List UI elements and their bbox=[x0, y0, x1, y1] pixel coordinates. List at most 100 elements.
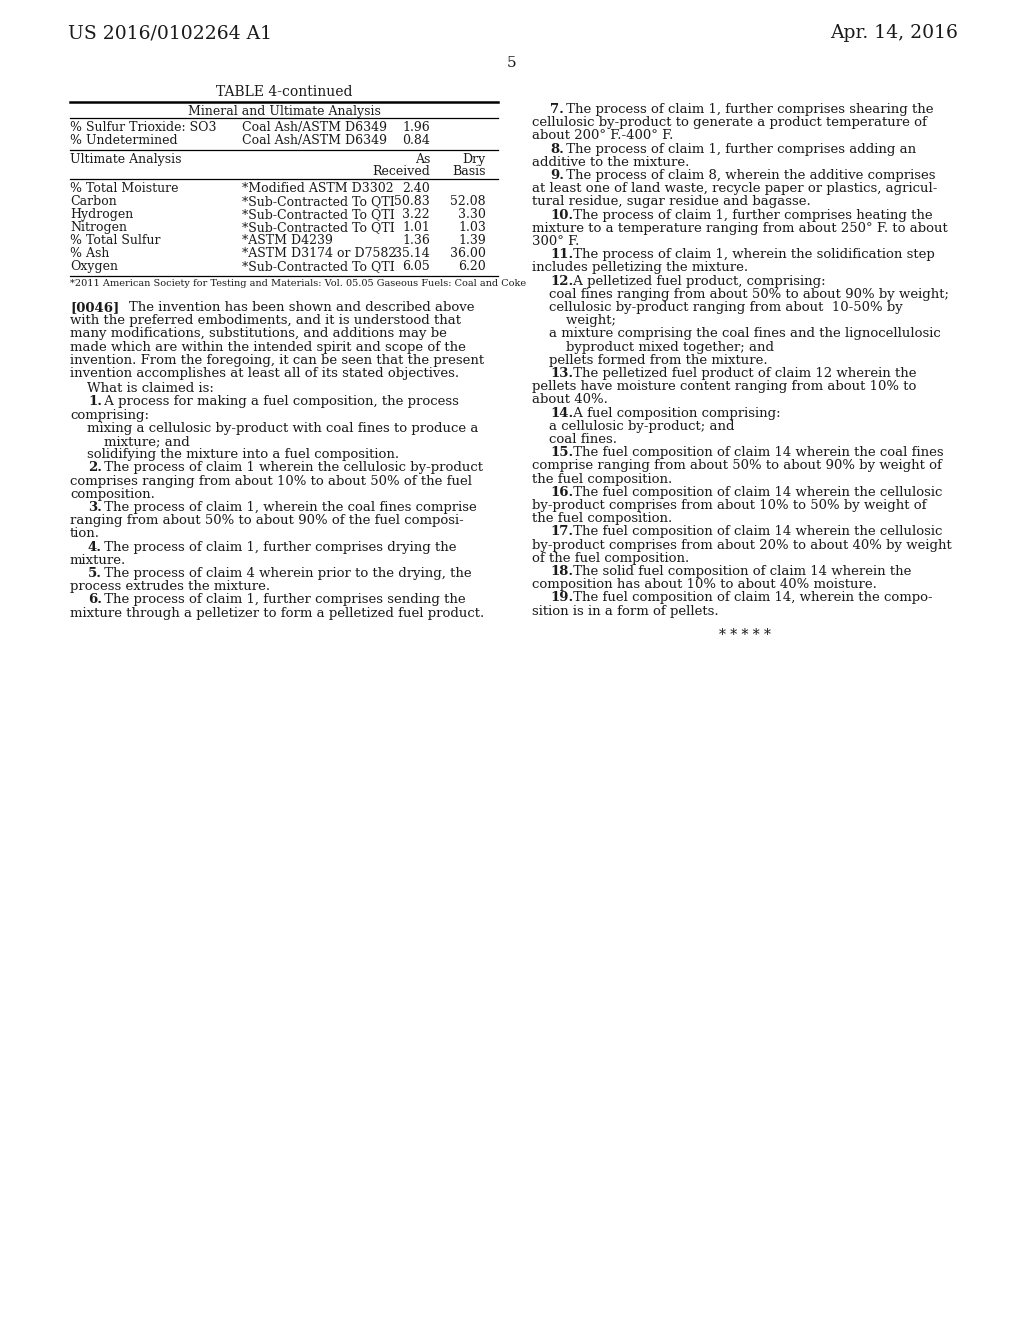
Text: *Sub-Contracted To QTI: *Sub-Contracted To QTI bbox=[242, 209, 394, 220]
Text: 4.: 4. bbox=[88, 541, 102, 553]
Text: *ASTM D4239: *ASTM D4239 bbox=[242, 234, 333, 247]
Text: The process of claim 1, further comprises heating the: The process of claim 1, further comprise… bbox=[568, 209, 932, 222]
Text: Nitrogen: Nitrogen bbox=[70, 220, 127, 234]
Text: a mixture comprising the coal fines and the lignocellulosic: a mixture comprising the coal fines and … bbox=[532, 327, 941, 341]
Text: solidifying the mixture into a fuel composition.: solidifying the mixture into a fuel comp… bbox=[70, 449, 399, 461]
Text: 1.39: 1.39 bbox=[459, 234, 486, 247]
Text: The process of claim 1, further comprises drying the: The process of claim 1, further comprise… bbox=[100, 541, 457, 553]
Text: mixture; and: mixture; and bbox=[70, 436, 189, 447]
Text: Hydrogen: Hydrogen bbox=[70, 209, 133, 220]
Text: 1.36: 1.36 bbox=[402, 234, 430, 247]
Text: 6.20: 6.20 bbox=[459, 260, 486, 273]
Text: weight;: weight; bbox=[532, 314, 616, 327]
Text: Coal Ash/ASTM D6349: Coal Ash/ASTM D6349 bbox=[242, 135, 387, 147]
Text: Basis: Basis bbox=[453, 165, 486, 178]
Text: 3.22: 3.22 bbox=[402, 209, 430, 220]
Text: comprise ranging from about 50% to about 90% by weight of: comprise ranging from about 50% to about… bbox=[532, 459, 942, 473]
Text: *2011 American Society for Testing and Materials: Vol. 05.05 Gaseous Fuels: Coal: *2011 American Society for Testing and M… bbox=[70, 279, 526, 288]
Text: The fuel composition of claim 14, wherein the compo-: The fuel composition of claim 14, wherei… bbox=[568, 591, 932, 605]
Text: cellulosic by-product to generate a product temperature of: cellulosic by-product to generate a prod… bbox=[532, 116, 927, 129]
Text: a cellulosic by-product; and: a cellulosic by-product; and bbox=[532, 420, 734, 433]
Text: additive to the mixture.: additive to the mixture. bbox=[532, 156, 689, 169]
Text: coal fines.: coal fines. bbox=[532, 433, 617, 446]
Text: [0046]: [0046] bbox=[70, 301, 119, 314]
Text: 52.08: 52.08 bbox=[451, 195, 486, 209]
Text: 2.: 2. bbox=[88, 462, 102, 474]
Text: composition.: composition. bbox=[70, 488, 155, 500]
Text: 1.96: 1.96 bbox=[402, 121, 430, 135]
Text: The pelletized fuel product of claim 12 wherein the: The pelletized fuel product of claim 12 … bbox=[568, 367, 916, 380]
Text: % Sulfur Trioxide: SO3: % Sulfur Trioxide: SO3 bbox=[70, 121, 216, 135]
Text: with the preferred embodiments, and it is understood that: with the preferred embodiments, and it i… bbox=[70, 314, 461, 327]
Text: mixture through a pelletizer to form a pelletized fuel product.: mixture through a pelletizer to form a p… bbox=[70, 607, 484, 619]
Text: 36.00: 36.00 bbox=[451, 247, 486, 260]
Text: What is claimed is:: What is claimed is: bbox=[70, 383, 214, 395]
Text: pellets formed from the mixture.: pellets formed from the mixture. bbox=[532, 354, 768, 367]
Text: Oxygen: Oxygen bbox=[70, 260, 118, 273]
Text: The process of claim 1, further comprises sending the: The process of claim 1, further comprise… bbox=[100, 594, 466, 606]
Text: 0.84: 0.84 bbox=[402, 135, 430, 147]
Text: % Undetermined: % Undetermined bbox=[70, 135, 177, 147]
Text: comprising:: comprising: bbox=[70, 409, 150, 421]
Text: by-product comprises from about 20% to about 40% by weight: by-product comprises from about 20% to a… bbox=[532, 539, 951, 552]
Text: of the fuel composition.: of the fuel composition. bbox=[532, 552, 689, 565]
Text: sition is in a form of pellets.: sition is in a form of pellets. bbox=[532, 605, 719, 618]
Text: A pelletized fuel product, comprising:: A pelletized fuel product, comprising: bbox=[568, 275, 825, 288]
Text: Coal Ash/ASTM D6349: Coal Ash/ASTM D6349 bbox=[242, 121, 387, 135]
Text: The fuel composition of claim 14 wherein the cellulosic: The fuel composition of claim 14 wherein… bbox=[568, 525, 942, 539]
Text: made which are within the intended spirit and scope of the: made which are within the intended spiri… bbox=[70, 341, 466, 354]
Text: % Ash: % Ash bbox=[70, 247, 110, 260]
Text: 7.: 7. bbox=[550, 103, 564, 116]
Text: 3.30: 3.30 bbox=[458, 209, 486, 220]
Text: comprises ranging from about 10% to about 50% of the fuel: comprises ranging from about 10% to abou… bbox=[70, 475, 472, 487]
Text: * * * * *: * * * * * bbox=[719, 628, 771, 642]
Text: tural residue, sugar residue and bagasse.: tural residue, sugar residue and bagasse… bbox=[532, 195, 811, 209]
Text: 1.01: 1.01 bbox=[402, 220, 430, 234]
Text: 3.: 3. bbox=[88, 502, 101, 513]
Text: byproduct mixed together; and: byproduct mixed together; and bbox=[532, 341, 774, 354]
Text: *Sub-Contracted To QTI: *Sub-Contracted To QTI bbox=[242, 260, 394, 273]
Text: Mineral and Ultimate Analysis: Mineral and Ultimate Analysis bbox=[187, 106, 381, 117]
Text: mixture to a temperature ranging from about 250° F. to about: mixture to a temperature ranging from ab… bbox=[532, 222, 948, 235]
Text: Carbon: Carbon bbox=[70, 195, 117, 209]
Text: 1.03: 1.03 bbox=[458, 220, 486, 234]
Text: *Sub-Contracted To QTI: *Sub-Contracted To QTI bbox=[242, 220, 394, 234]
Text: 10.: 10. bbox=[550, 209, 573, 222]
Text: tion.: tion. bbox=[70, 528, 100, 540]
Text: mixing a cellulosic by-product with coal fines to produce a: mixing a cellulosic by-product with coal… bbox=[70, 422, 478, 434]
Text: 14.: 14. bbox=[550, 407, 573, 420]
Text: The fuel composition of claim 14 wherein the coal fines: The fuel composition of claim 14 wherein… bbox=[568, 446, 943, 459]
Text: % Total Sulfur: % Total Sulfur bbox=[70, 234, 161, 247]
Text: about 200° F.-400° F.: about 200° F.-400° F. bbox=[532, 129, 674, 143]
Text: 8.: 8. bbox=[550, 143, 564, 156]
Text: mixture.: mixture. bbox=[70, 554, 126, 566]
Text: The process of claim 1, further comprises adding an: The process of claim 1, further comprise… bbox=[562, 143, 916, 156]
Text: many modifications, substitutions, and additions may be: many modifications, substitutions, and a… bbox=[70, 327, 446, 341]
Text: *ASTM D3174 or D7582: *ASTM D3174 or D7582 bbox=[242, 247, 396, 260]
Text: US 2016/0102264 A1: US 2016/0102264 A1 bbox=[68, 24, 272, 42]
Text: % Total Moisture: % Total Moisture bbox=[70, 182, 178, 195]
Text: includes pelletizing the mixture.: includes pelletizing the mixture. bbox=[532, 261, 749, 275]
Text: A process for making a fuel composition, the process: A process for making a fuel composition,… bbox=[100, 396, 460, 408]
Text: 12.: 12. bbox=[550, 275, 573, 288]
Text: the fuel composition.: the fuel composition. bbox=[532, 473, 672, 486]
Text: the fuel composition.: the fuel composition. bbox=[532, 512, 672, 525]
Text: The process of claim 1 wherein the cellulosic by-product: The process of claim 1 wherein the cellu… bbox=[100, 462, 483, 474]
Text: 16.: 16. bbox=[550, 486, 573, 499]
Text: *Sub-Contracted To QTI: *Sub-Contracted To QTI bbox=[242, 195, 394, 209]
Text: coal fines ranging from about 50% to about 90% by weight;: coal fines ranging from about 50% to abo… bbox=[532, 288, 949, 301]
Text: The invention has been shown and described above: The invention has been shown and describ… bbox=[112, 301, 474, 314]
Text: 35.14: 35.14 bbox=[394, 247, 430, 260]
Text: cellulosic by-product ranging from about  10-50% by: cellulosic by-product ranging from about… bbox=[532, 301, 903, 314]
Text: Ultimate Analysis: Ultimate Analysis bbox=[70, 153, 181, 166]
Text: *Modified ASTM D3302: *Modified ASTM D3302 bbox=[242, 182, 393, 195]
Text: 13.: 13. bbox=[550, 367, 573, 380]
Text: The process of claim 1, wherein the solidification step: The process of claim 1, wherein the soli… bbox=[568, 248, 934, 261]
Text: invention accomplishes at least all of its stated objectives.: invention accomplishes at least all of i… bbox=[70, 367, 459, 380]
Text: by-product comprises from about 10% to 50% by weight of: by-product comprises from about 10% to 5… bbox=[532, 499, 927, 512]
Text: TABLE 4-continued: TABLE 4-continued bbox=[216, 84, 352, 99]
Text: The process of claim 1, wherein the coal fines comprise: The process of claim 1, wherein the coal… bbox=[100, 502, 477, 513]
Text: 18.: 18. bbox=[550, 565, 573, 578]
Text: The process of claim 4 wherein prior to the drying, the: The process of claim 4 wherein prior to … bbox=[100, 568, 472, 579]
Text: 19.: 19. bbox=[550, 591, 573, 605]
